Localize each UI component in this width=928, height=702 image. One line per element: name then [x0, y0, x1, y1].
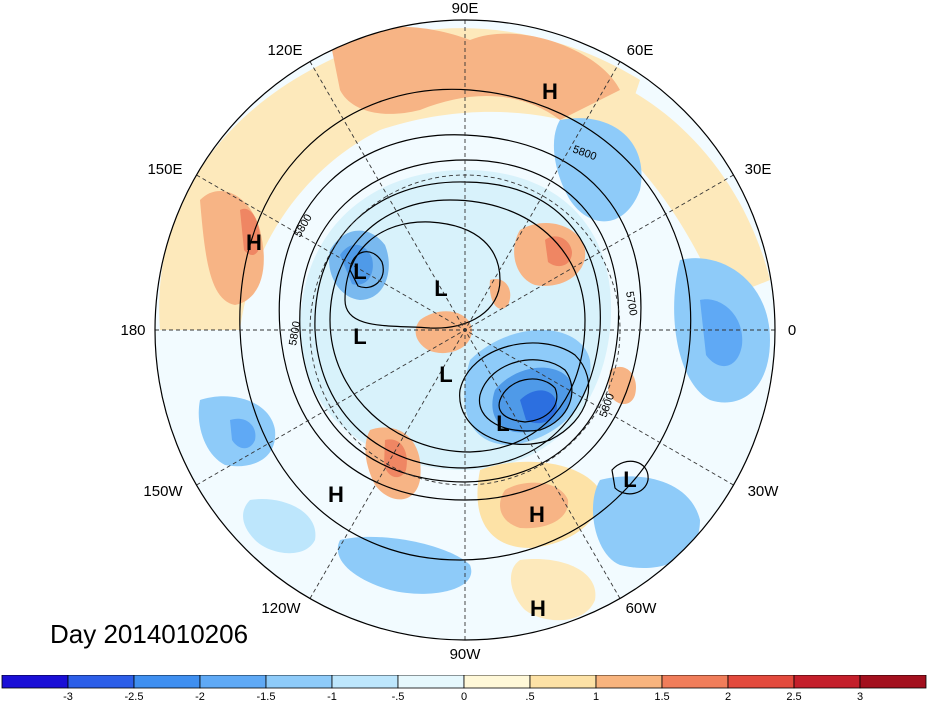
lon-label-90e: 90E	[452, 0, 479, 17]
plot-title: Day 2014010206	[50, 619, 249, 649]
anomaly-shading	[159, 26, 770, 621]
contour-label-4: 5700	[623, 290, 639, 316]
lon-label-120w: 120W	[261, 600, 301, 617]
colorbar-swatch	[133, 675, 201, 689]
colorbar-swatch	[199, 675, 267, 689]
map-border	[154, 19, 776, 641]
lon-label-0: 0	[788, 322, 796, 339]
graticule	[155, 20, 775, 640]
contour-label-3: 5800	[287, 320, 303, 346]
colorbar-tick-label: 0	[461, 691, 467, 702]
low-center-4: L	[439, 362, 452, 387]
colorbar-swatch	[859, 675, 927, 689]
lon-label-30e: 30E	[745, 161, 772, 178]
high-center-southwest: H	[328, 482, 344, 507]
colorbar-tick-label: 1.5	[654, 691, 669, 702]
high-center-north: H	[542, 79, 558, 104]
colorbar-swatch	[661, 675, 729, 689]
colorbar-swatch	[595, 675, 663, 689]
lon-label-180: 180	[120, 322, 145, 339]
colorbar-swatch	[265, 675, 333, 689]
height-contours	[239, 88, 692, 561]
low-center-3: L	[353, 324, 366, 349]
high-center-west: H	[246, 230, 262, 255]
high-center-atlantic: H	[529, 502, 545, 527]
colorbar-swatch	[529, 675, 597, 689]
high-center-south: H	[530, 596, 546, 621]
colorbar-swatch	[67, 675, 135, 689]
colorbar-swatch	[1, 675, 69, 689]
lon-label-60e: 60E	[627, 42, 654, 59]
lon-label-90w: 90W	[450, 646, 482, 663]
colorbar-tick-label: -.5	[392, 691, 405, 702]
lon-label-150w: 150W	[143, 483, 183, 500]
colorbar-swatch	[463, 675, 531, 689]
colorbar: -3 -2.5 -2 -1.5 -1 -.5 0 .5 1 1.5 2 2.5 3	[1, 675, 927, 702]
polar-stereographic-map: 90E 120E 60E 150E 30E 180 0 150W 30W 120…	[120, 0, 796, 663]
colorbar-tick-label: 2.5	[786, 691, 801, 702]
low-center-1: L	[353, 259, 366, 284]
colorbar-swatch	[727, 675, 795, 689]
lon-label-30w: 30W	[748, 483, 780, 500]
colorbar-tick-label: 1	[593, 691, 599, 702]
colorbar-tick-label: 2	[725, 691, 731, 702]
colorbar-tick-label: -3	[63, 691, 73, 702]
lon-label-150e: 150E	[147, 161, 182, 178]
low-center-atlantic: L	[623, 467, 636, 492]
colorbar-tick-label: .5	[525, 691, 534, 702]
colorbar-tick-label: -2	[195, 691, 205, 702]
colorbar-tick-label: 3	[857, 691, 863, 702]
low-center-5: L	[496, 411, 509, 436]
colorbar-swatch	[331, 675, 399, 689]
colorbar-tick-label: -1	[327, 691, 337, 702]
colorbar-tick-label: -1.5	[257, 691, 276, 702]
lon-label-60w: 60W	[626, 600, 658, 617]
colorbar-tick-label: -2.5	[125, 691, 144, 702]
lon-label-120e: 120E	[267, 42, 302, 59]
low-center-2: L	[434, 276, 447, 301]
colorbar-swatch	[793, 675, 861, 689]
colorbar-swatch	[397, 675, 465, 689]
